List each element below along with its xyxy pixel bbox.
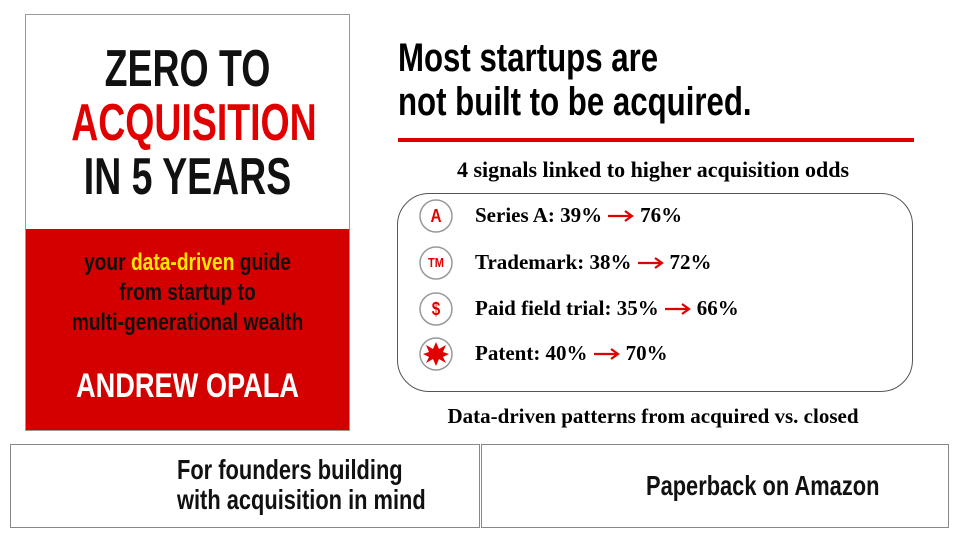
card-line: Paperback on Amazon xyxy=(646,470,880,501)
book-subtitle: from startup to xyxy=(119,279,256,306)
arrow xyxy=(664,302,691,315)
book-author: ANDREW OPALA xyxy=(75,367,300,405)
signal-after: 70% xyxy=(625,341,668,365)
book-title: ZERO TO xyxy=(104,40,271,98)
signal-label: Paid field trial: 35% xyxy=(475,296,659,320)
book-subtitle: your data-driven guide xyxy=(58,251,316,275)
audience-card: For founders building with acquisition i… xyxy=(10,444,480,528)
signals-heading: 4 signals linked to higher acquisition o… xyxy=(456,157,850,182)
headline-line: Most startups are xyxy=(398,36,659,80)
headline: Most startups are not built to be acquir… xyxy=(398,36,752,124)
icon-label: A xyxy=(430,206,442,226)
book-title: IN 5 YEARS xyxy=(83,148,292,206)
card-line: For founders building xyxy=(177,454,403,485)
divider xyxy=(398,138,914,142)
starburst-icon xyxy=(423,342,449,366)
subtitle-word: guide xyxy=(239,249,291,276)
signal-after: 72% xyxy=(669,250,712,274)
signals-box xyxy=(397,193,913,392)
signal-item: Series A: 39% 76% xyxy=(475,203,682,228)
subtitle-word: your xyxy=(84,249,126,276)
book-title: ACQUISITION xyxy=(71,94,317,152)
icon-label: TM xyxy=(428,255,444,270)
arrow xyxy=(593,347,620,360)
signal-after: 66% xyxy=(696,296,739,320)
icon-circle xyxy=(419,292,453,326)
icon-circle xyxy=(419,199,453,233)
headline-line: not built to be acquired. xyxy=(398,80,752,124)
signal-item: Trademark: 38% 72% xyxy=(475,250,712,275)
icon-label: $ xyxy=(431,299,441,319)
arrow xyxy=(608,209,635,222)
card-line: with acquisition in mind xyxy=(177,484,426,515)
signal-label: Trademark: 38% xyxy=(475,250,632,274)
subtitle-highlight: data-driven xyxy=(130,249,235,276)
icon-circle xyxy=(419,246,453,280)
signal-label: Series A: 39% xyxy=(475,203,603,227)
arrow xyxy=(637,256,664,269)
signal-after: 76% xyxy=(640,203,683,227)
amazon-card[interactable]: Paperback on Amazon xyxy=(481,444,949,528)
signal-label: Patent: 40% xyxy=(475,341,588,365)
cover-band xyxy=(26,229,349,430)
signals-note: Data-driven patterns from acquired vs. c… xyxy=(447,404,859,428)
icon-circles xyxy=(419,199,453,371)
signal-item: Paid field trial: 35% 66% xyxy=(475,296,739,321)
book-subtitle: multi-generational wealth xyxy=(71,309,304,336)
book-cover: ZERO TO ACQUISITION IN 5 YEARS your data… xyxy=(25,14,350,431)
signal-item: Patent: 40% 70% xyxy=(475,341,668,366)
card-text: For founders building with acquisition i… xyxy=(177,455,426,515)
